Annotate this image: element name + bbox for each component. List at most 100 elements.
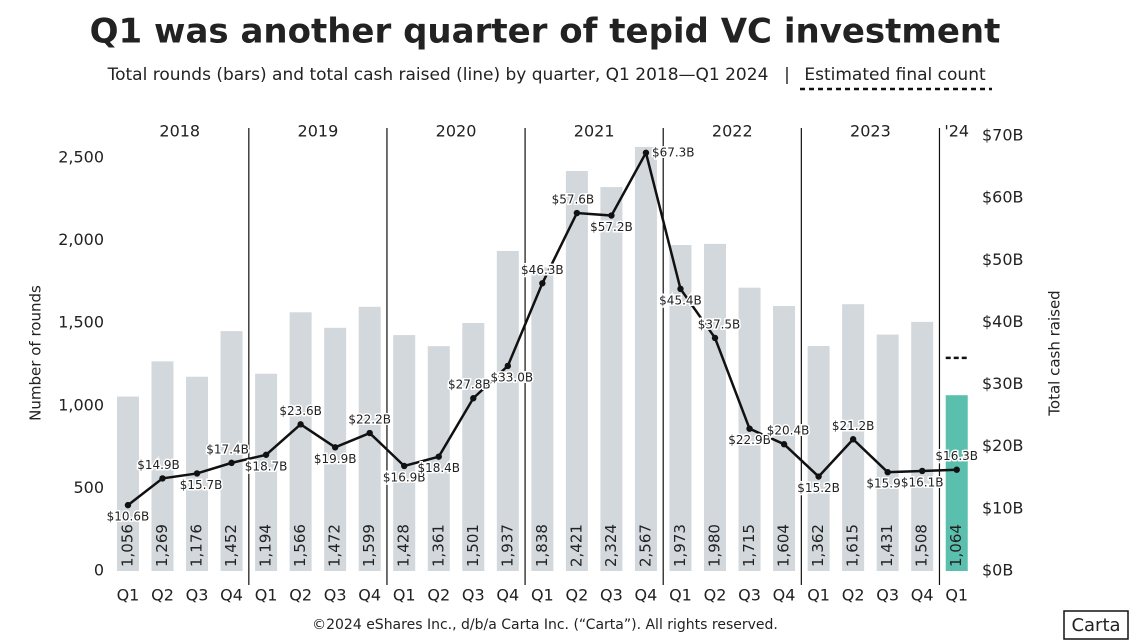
x-tick-label: Q2 xyxy=(289,586,312,605)
x-tick-label: Q4 xyxy=(496,586,519,605)
x-tick-label: Q2 xyxy=(842,586,865,605)
line-point xyxy=(228,459,235,467)
x-tick-label: Q1 xyxy=(807,586,830,605)
x-tick-label: Q3 xyxy=(462,586,485,605)
y2-tick-label: $70B xyxy=(982,126,1024,145)
bar xyxy=(531,267,554,571)
line-point xyxy=(401,462,408,470)
x-tick-label: Q1 xyxy=(393,586,416,605)
y-tick-label: 1,000 xyxy=(58,395,104,414)
line-point xyxy=(331,444,339,451)
line-value-label: $16.3B xyxy=(935,449,978,463)
line-value-label: $67.3B xyxy=(652,145,695,159)
y-tick-label: 2,000 xyxy=(58,230,104,249)
line-value-label: $57.2B xyxy=(590,220,633,234)
line-point xyxy=(193,470,201,477)
x-tick-label: Q4 xyxy=(773,586,796,605)
line-point xyxy=(470,395,477,402)
line-value-label: $23.6B xyxy=(279,404,322,418)
bar-value-label: 1,973 xyxy=(671,524,689,567)
bar-value-label: 1,715 xyxy=(740,524,758,567)
line-value-label: $15.9B xyxy=(866,477,909,491)
line-value-label: $10.6B xyxy=(107,510,150,524)
x-tick-label: Q2 xyxy=(704,586,727,605)
year-label: 2018 xyxy=(159,122,200,141)
x-tick-label: Q4 xyxy=(911,586,934,605)
bar-value-label: 2,324 xyxy=(602,524,620,567)
y2-tick-label: $30B xyxy=(982,374,1024,393)
line-point xyxy=(608,212,615,219)
line-point xyxy=(435,453,442,460)
bar-value-label: 1,428 xyxy=(395,524,413,567)
x-tick-label: Q1 xyxy=(945,586,968,605)
line-point xyxy=(366,429,373,437)
y-tick-label: 2,500 xyxy=(58,147,104,166)
bar xyxy=(600,187,623,571)
bar xyxy=(704,243,727,572)
bar xyxy=(220,331,243,571)
line-point xyxy=(677,285,684,293)
bar xyxy=(565,171,588,571)
bar-value-label: 1,056 xyxy=(118,524,136,567)
line-point xyxy=(573,209,581,217)
bar xyxy=(151,361,174,571)
bar-value-label: 1,064 xyxy=(947,524,965,567)
footer: ©2024 eShares Inc., d/b/a Carta Inc. (“C… xyxy=(312,617,778,633)
year-label: 2020 xyxy=(436,122,477,141)
line-point xyxy=(504,362,512,370)
bar xyxy=(358,306,381,571)
bar xyxy=(773,306,796,571)
line-point xyxy=(124,501,132,509)
x-tick-label: Q1 xyxy=(255,586,278,605)
line-point xyxy=(780,441,788,448)
line-point xyxy=(919,467,926,475)
line-value-label: $57.6B xyxy=(552,193,595,207)
x-tick-label: Q3 xyxy=(738,586,761,605)
year-label: 2022 xyxy=(712,122,753,141)
bar-value-label: 2,567 xyxy=(636,524,654,567)
bar-value-label: 1,937 xyxy=(498,524,516,567)
line-point xyxy=(159,475,166,482)
year-label: 2019 xyxy=(298,122,339,141)
line-value-label: $27.8B xyxy=(448,378,491,392)
estimate-label: Estimated final count xyxy=(804,65,986,85)
line-value-label: $16.9B xyxy=(383,470,426,484)
bar-value-label: 1,838 xyxy=(533,524,551,567)
year-label: '24 xyxy=(944,122,969,141)
logo-box xyxy=(1063,610,1129,640)
y-tick-label: 500 xyxy=(73,478,104,497)
y-tick-label: 0 xyxy=(94,561,104,580)
bar-value-label: 1,604 xyxy=(775,524,793,567)
line-point xyxy=(297,421,304,428)
y2-tick-label: $10B xyxy=(982,498,1024,517)
line-value-label: $16.1B xyxy=(901,475,944,489)
x-tick-label: Q3 xyxy=(324,586,347,605)
bar xyxy=(393,335,416,571)
line-value-label: $20.4B xyxy=(767,424,810,438)
chart-title: Q1 was another quarter of tepid VC inves… xyxy=(90,12,1001,52)
x-tick-label: Q2 xyxy=(427,586,450,605)
x-tick-label: Q1 xyxy=(531,586,554,605)
line-point xyxy=(746,425,753,432)
bar-value-label: 1,566 xyxy=(291,524,309,567)
x-tick-label: Q3 xyxy=(186,586,209,605)
line-value-label: $17.4B xyxy=(206,442,249,456)
line-point xyxy=(849,436,857,443)
line-value-label: $18.7B xyxy=(245,459,288,473)
line-value-label: $14.9B xyxy=(137,458,180,472)
line-value-label: $21.2B xyxy=(832,419,875,433)
y2-tick-label: $0B xyxy=(982,561,1013,580)
line-value-label: $33.0B xyxy=(491,370,534,384)
bar xyxy=(289,312,312,571)
x-tick-label: Q4 xyxy=(220,586,243,605)
x-tick-label: Q3 xyxy=(600,586,623,605)
bar-value-label: 1,431 xyxy=(878,524,896,567)
bar-value-label: 1,615 xyxy=(844,524,862,567)
bar-value-label: 1,194 xyxy=(257,524,275,567)
bar-value-label: 1,508 xyxy=(913,524,931,567)
bar xyxy=(255,373,278,571)
bar xyxy=(462,323,485,571)
bar-value-label: 1,452 xyxy=(222,524,240,567)
x-tick-label: Q2 xyxy=(151,586,174,605)
